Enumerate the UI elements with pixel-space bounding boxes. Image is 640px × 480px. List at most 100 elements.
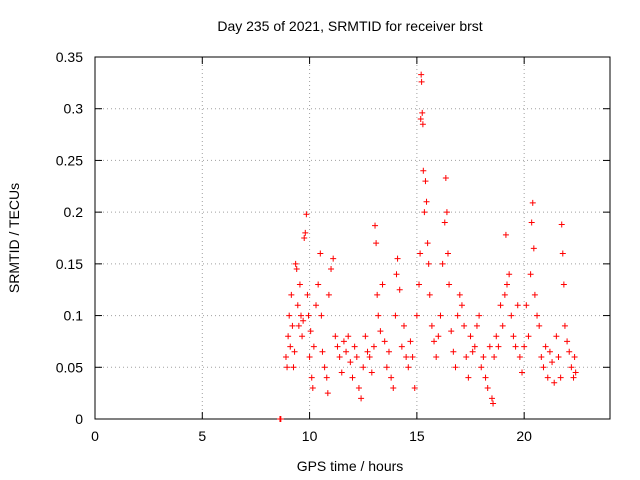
data-point (301, 235, 308, 241)
data-point (544, 374, 551, 381)
data-point (461, 322, 468, 329)
data-point (343, 348, 350, 355)
data-point (521, 343, 528, 350)
data-point (370, 343, 377, 350)
data-point (559, 250, 566, 257)
data-point (568, 364, 575, 371)
data-point (401, 322, 407, 329)
data-point (452, 364, 459, 371)
data-point (338, 369, 345, 376)
data-point (318, 312, 325, 319)
data-point (446, 281, 453, 288)
data-point (422, 178, 429, 185)
data-point (442, 175, 449, 182)
data-point (304, 291, 311, 298)
data-point (349, 374, 356, 381)
data-point (425, 260, 432, 267)
data-point (495, 343, 502, 350)
data-point (502, 231, 509, 238)
data-point (379, 281, 386, 288)
data-point (321, 364, 328, 371)
data-point (530, 245, 537, 252)
data-point (523, 302, 530, 309)
data-point (450, 348, 457, 355)
data-point (560, 281, 567, 288)
y-axis-label: SRMTID / TECUs (6, 183, 22, 293)
data-point (426, 291, 433, 298)
data-point (499, 322, 506, 329)
data-point (388, 374, 395, 381)
data-points (276, 71, 579, 422)
data-point (332, 333, 339, 340)
data-point (296, 281, 303, 288)
y-tick-label: 0 (75, 411, 83, 427)
data-point (284, 364, 291, 371)
data-point (390, 384, 397, 391)
data-point (307, 328, 314, 335)
data-point (377, 328, 384, 335)
data-point (413, 312, 420, 319)
data-point (324, 390, 331, 397)
data-point (417, 250, 424, 257)
data-point (394, 255, 401, 262)
y-tick-label: 0.35 (56, 49, 83, 65)
data-point (309, 384, 316, 391)
data-point (420, 167, 427, 174)
data-point (313, 302, 320, 309)
data-point (546, 348, 553, 355)
data-point (392, 312, 399, 319)
data-point (531, 291, 538, 298)
data-point (458, 302, 465, 309)
data-point (409, 353, 416, 360)
data-point (398, 343, 405, 350)
data-point (467, 333, 474, 340)
data-point (293, 266, 300, 273)
data-point (287, 343, 294, 350)
data-point (540, 364, 547, 371)
data-point (416, 281, 423, 288)
plot-frame (94, 56, 611, 420)
data-point (551, 379, 558, 386)
data-point (393, 271, 400, 278)
data-point (302, 229, 309, 236)
y-tick-label: 0.25 (56, 152, 83, 168)
data-point (299, 333, 306, 340)
data-point (527, 271, 534, 278)
data-point (315, 281, 322, 288)
data-point (534, 312, 541, 319)
data-point (553, 333, 560, 340)
data-point (375, 312, 382, 319)
data-point (506, 271, 513, 278)
data-point (310, 343, 317, 350)
data-point (289, 322, 296, 329)
data-point (549, 359, 556, 366)
x-tick-label: 20 (516, 428, 532, 444)
data-point (538, 353, 545, 360)
data-point (516, 353, 523, 360)
y-tick-label: 0.1 (64, 308, 84, 324)
x-tick-label: 0 (91, 428, 99, 444)
x-axis-ticks: 0 5 10 15 20 (91, 57, 532, 444)
data-point (439, 260, 446, 267)
data-point (288, 291, 295, 298)
data-point (421, 209, 428, 216)
data-point (558, 221, 565, 228)
data-point (372, 222, 379, 229)
data-point (435, 333, 442, 340)
data-point (497, 302, 504, 309)
data-point (285, 333, 292, 340)
y-tick-label: 0.2 (64, 204, 84, 220)
data-point (303, 211, 310, 218)
data-point (484, 384, 491, 391)
grid-lines (95, 57, 610, 419)
data-point (488, 395, 495, 402)
data-point (433, 353, 440, 360)
data-point (323, 374, 330, 381)
data-point (443, 209, 450, 216)
data-point (366, 353, 373, 360)
data-point (340, 338, 347, 345)
data-point (282, 353, 289, 360)
data-point (480, 353, 487, 360)
data-point (448, 328, 455, 335)
